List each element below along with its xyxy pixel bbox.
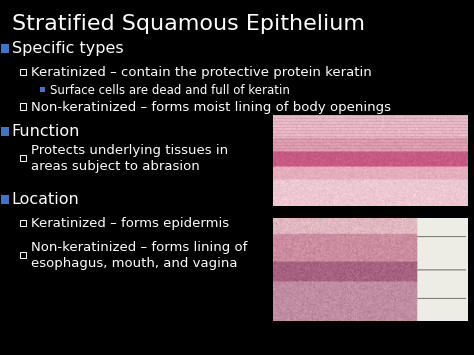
FancyBboxPatch shape	[1, 195, 9, 204]
Text: Non-keratinized – forms lining of
esophagus, mouth, and vagina: Non-keratinized – forms lining of esopha…	[31, 241, 247, 271]
Text: Specific types: Specific types	[12, 41, 123, 56]
FancyBboxPatch shape	[1, 127, 9, 136]
Text: Protects underlying tissues in
areas subject to abrasion: Protects underlying tissues in areas sub…	[31, 144, 228, 174]
FancyBboxPatch shape	[40, 87, 45, 92]
Text: Surface cells are dead and full of keratin: Surface cells are dead and full of kerat…	[50, 84, 290, 97]
Text: Non-keratinized – forms moist lining of body openings: Non-keratinized – forms moist lining of …	[31, 101, 391, 114]
Text: Stratified Squamous Epithelium: Stratified Squamous Epithelium	[12, 14, 365, 34]
Text: Location: Location	[12, 192, 80, 207]
Text: Keratinized – forms epidermis: Keratinized – forms epidermis	[31, 217, 229, 230]
Text: Function: Function	[12, 124, 80, 139]
Text: Keratinized – contain the protective protein keratin: Keratinized – contain the protective pro…	[31, 66, 372, 79]
FancyBboxPatch shape	[1, 44, 9, 53]
